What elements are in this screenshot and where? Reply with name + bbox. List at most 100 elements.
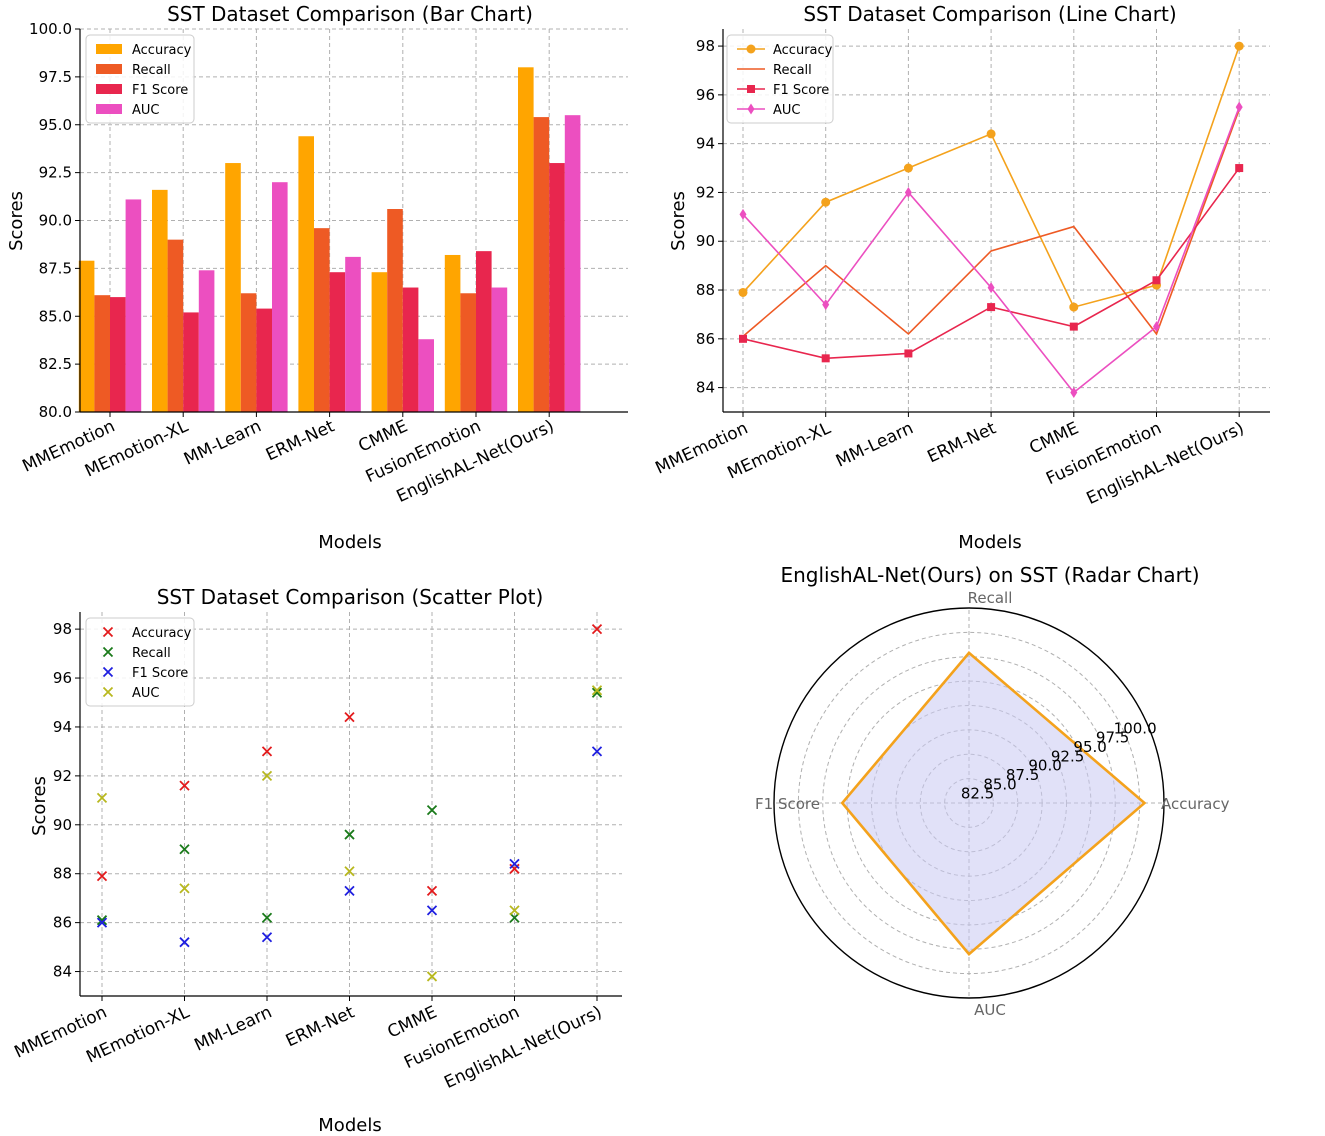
point-accuracy-erm-net <box>344 712 355 723</box>
point-accuracy-erm-net <box>986 129 996 139</box>
point-f1-score-englishal-net-ours <box>1235 164 1244 173</box>
y-tick-label: 87.5 <box>39 259 72 277</box>
y-tick-label: 86 <box>696 330 715 348</box>
bar-recall-erm-net <box>314 228 330 412</box>
x-tick-label-mm-learn: MM-Learn <box>833 418 917 471</box>
radar-chart-panel: EnglishAL-Net(Ours) on SST (Radar Chart)… <box>755 563 1230 1019</box>
x-tick-label-cmme: CMME <box>385 1002 441 1042</box>
x-tick-label-englishal-net-ours: EnglishAL-Net(Ours) <box>441 1002 605 1093</box>
scatter-plot-points <box>96 623 603 982</box>
bar-recall-mmemotion <box>94 295 110 412</box>
point-f1-score-cmme <box>1069 322 1078 331</box>
point-auc-fusionemotion <box>1153 321 1160 333</box>
bar-chart-axes <box>75 28 628 417</box>
y-tick-label: 92.5 <box>39 164 72 182</box>
point-accuracy-memotion-xl <box>179 780 190 791</box>
line-recall <box>742 109 1240 337</box>
legend-label-auc: AUC <box>132 103 160 118</box>
y-tick-label: 84 <box>696 379 715 397</box>
radar-r-tick-label: 92.5 <box>1051 747 1084 765</box>
point-auc-erm-net <box>987 282 995 294</box>
bar-f1-score-mmemotion <box>110 297 126 412</box>
point-auc-fusionemotion <box>509 905 520 916</box>
legend-frame <box>85 34 195 124</box>
legend-marker <box>747 103 755 115</box>
y-tick-label: 90 <box>53 816 72 834</box>
point-f1-score-cmme <box>426 905 438 916</box>
point-f1-score-mmemotion <box>739 334 747 343</box>
legend-marker <box>102 646 114 658</box>
radar-r-tick-label: 85.0 <box>983 775 1016 793</box>
point-auc-mmemotion <box>739 208 747 220</box>
radar-axis-label-f1-score: F1 Score <box>755 795 820 813</box>
bar-accuracy-mm-learn <box>225 163 241 412</box>
point-auc-mm-learn <box>261 770 273 782</box>
bar-recall-englishal-net-ours <box>533 117 550 412</box>
bar-chart-bars <box>78 67 581 413</box>
point-auc-mmemotion <box>96 792 108 804</box>
bar-auc-englishal-net-ours <box>564 115 581 413</box>
scatter-plot-x-axis-label: Models <box>318 1115 381 1136</box>
y-tick-label: 94 <box>696 135 715 153</box>
point-recall-erm-net <box>344 829 355 840</box>
bar-chart-x-axis-label: Models <box>318 532 381 553</box>
point-accuracy-mmemotion <box>738 287 748 297</box>
legend-swatch <box>96 64 122 74</box>
scatter-plot-y-axis-label: Scores <box>29 776 50 836</box>
point-f1-score-mmemotion <box>96 917 108 928</box>
line-chart-legend: Accuracy Recall F1 Score AUC <box>726 34 834 124</box>
x-tick-label-cmme: CMME <box>1026 418 1082 458</box>
point-accuracy-englishal-net-ours <box>591 623 603 635</box>
point-accuracy-mm-learn <box>261 746 273 757</box>
bar-recall-fusionemotion <box>460 293 476 412</box>
y-tick-label: 97.5 <box>39 68 72 86</box>
point-accuracy-memotion-xl <box>821 197 831 207</box>
point-recall-cmme <box>426 804 438 816</box>
radar-r-tick-label: 90.0 <box>1028 757 1061 775</box>
point-accuracy-englishal-net-ours <box>1234 41 1244 51</box>
legend-label-auc: AUC <box>132 686 160 701</box>
bar-auc-mm-learn <box>272 182 288 412</box>
y-tick-label: 86 <box>53 914 72 932</box>
bar-f1-score-memotion-xl <box>183 312 199 412</box>
legend-label-recall: Recall <box>773 63 812 78</box>
point-recall-mm-learn <box>261 912 273 923</box>
point-f1-score-englishal-net-ours <box>591 746 603 757</box>
scatter-plot-title: SST Dataset Comparison (Scatter Plot) <box>157 585 544 609</box>
point-recall-fusionemotion <box>509 912 520 923</box>
bar-auc-erm-net <box>345 256 361 412</box>
scatter-plot-y-tick-labels: 84 86 88 90 92 94 96 98 <box>53 620 72 980</box>
point-recall-englishal-net-ours <box>591 687 603 698</box>
legend-label-auc: AUC <box>773 103 801 118</box>
legend-frame <box>726 34 834 124</box>
y-tick-label: 98 <box>696 37 715 55</box>
point-f1-score-erm-net <box>344 885 355 896</box>
legend-frame <box>85 617 195 707</box>
bar-accuracy-englishal-net-ours <box>518 67 534 413</box>
radar-chart-title: EnglishAL-Net(Ours) on SST (Radar Chart) <box>780 563 1199 587</box>
y-tick-label: 92 <box>696 183 715 201</box>
point-f1-score-erm-net <box>987 303 996 312</box>
bar-auc-mmemotion <box>125 199 142 412</box>
bar-f1-score-cmme <box>402 287 419 412</box>
radar-r-tick-label: 87.5 <box>1006 766 1039 784</box>
legend-marker <box>747 85 755 93</box>
bar-accuracy-memotion-xl <box>152 189 168 412</box>
bar-f1-score-englishal-net-ours <box>549 163 565 412</box>
y-tick-label: 88 <box>53 865 72 883</box>
radar-r-tick-label: 82.5 <box>961 785 994 803</box>
x-tick-label-erm-net: ERM-Net <box>924 418 999 467</box>
point-f1-score-mm-learn <box>904 349 913 358</box>
bar-accuracy-erm-net <box>298 136 314 413</box>
point-f1-score-fusionemotion <box>1152 276 1161 285</box>
radar-outer-circle <box>773 607 1165 999</box>
line-chart-series <box>738 41 1244 398</box>
y-tick-label: 80.0 <box>39 403 72 421</box>
legend-label-accuracy: Accuracy <box>132 43 192 58</box>
point-accuracy-mmemotion <box>96 871 108 882</box>
bar-recall-cmme <box>387 209 403 412</box>
point-f1-score-memotion-xl <box>821 354 830 363</box>
